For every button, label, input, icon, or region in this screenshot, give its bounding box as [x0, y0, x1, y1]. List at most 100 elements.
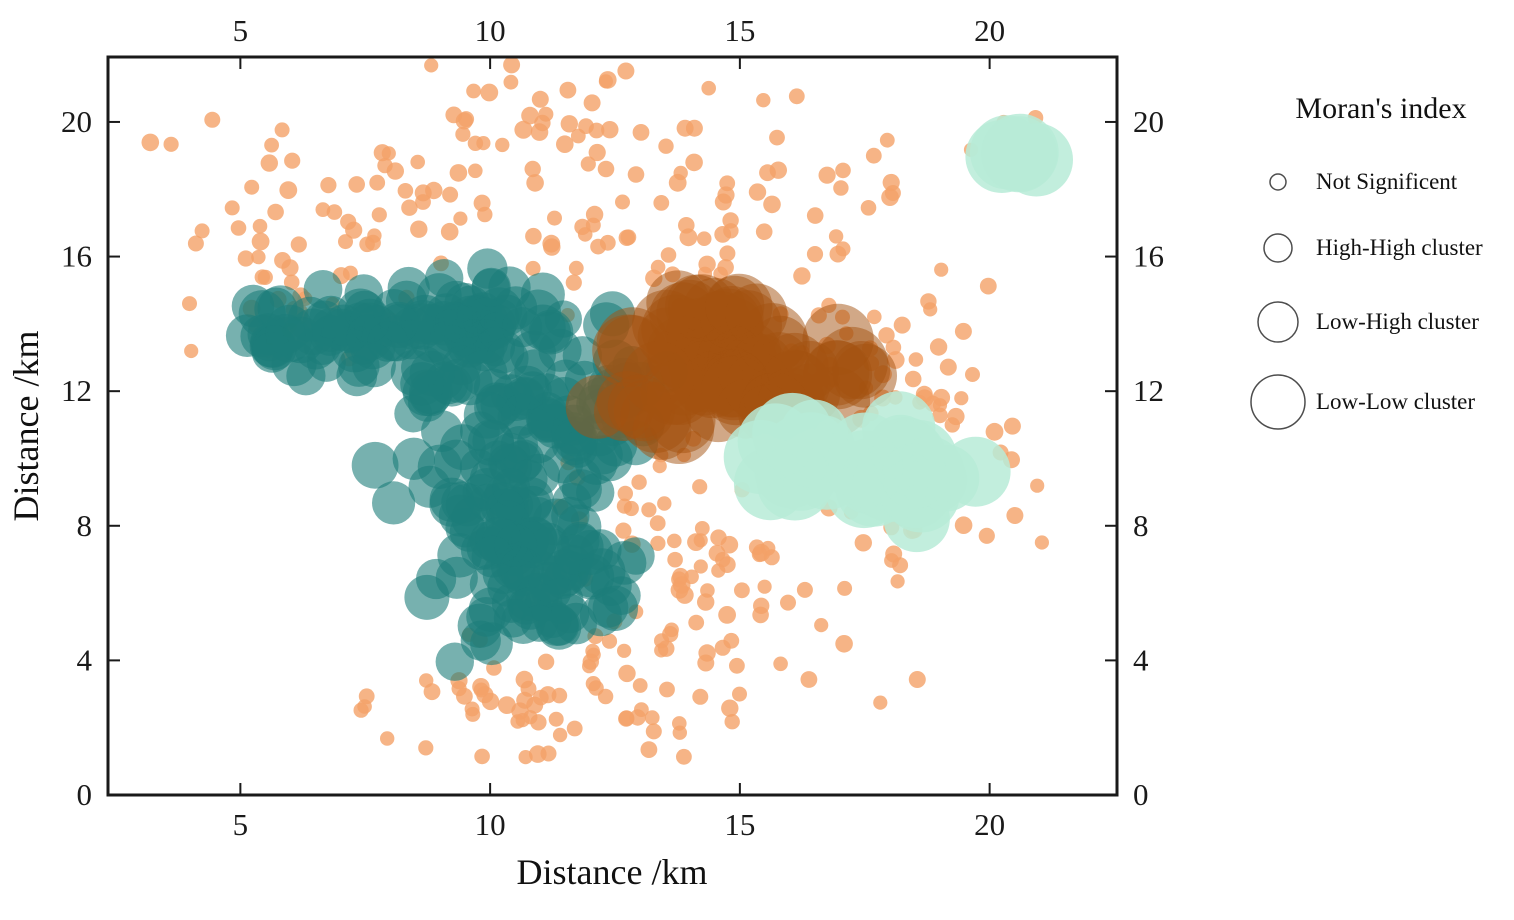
scatter-point: [653, 195, 670, 211]
legend-item-low-low: Low-Low cluster: [1248, 372, 1514, 432]
scatter-point: [627, 166, 645, 183]
scatter-point: [979, 277, 997, 295]
scatter-point: [698, 255, 716, 273]
scatter-point: [588, 143, 606, 162]
scatter-point: [351, 441, 399, 489]
scatter-point: [526, 174, 544, 192]
scatter-point: [644, 710, 660, 726]
scatter-point: [345, 221, 363, 239]
y-tick-label-right: 0: [1133, 777, 1149, 812]
scatter-point: [660, 247, 677, 263]
scatter-point: [521, 106, 539, 125]
scatter-point: [748, 183, 767, 201]
scatter-point: [718, 606, 736, 624]
scatter-point: [527, 398, 571, 441]
scatter-point: [237, 250, 254, 267]
scatter-point: [828, 229, 844, 244]
scatter-point: [525, 227, 542, 245]
scatter-point: [568, 260, 584, 276]
open-circle-icon: [1250, 374, 1306, 430]
scatter-point: [574, 218, 591, 235]
scatter-point: [615, 194, 630, 210]
scatter-point: [649, 515, 666, 532]
scatter-point: [879, 132, 895, 148]
legend-label: Low-Low cluster: [1316, 389, 1476, 414]
y-tick-label: 12: [61, 373, 92, 408]
scatter-point: [379, 303, 419, 343]
scatter-point: [835, 635, 853, 653]
x-tick-label: 15: [724, 807, 755, 842]
scatter-point: [672, 716, 687, 731]
scatter-point: [721, 699, 739, 717]
scatter-point: [566, 720, 583, 737]
scatter-point: [283, 274, 300, 291]
scatter-point: [492, 468, 531, 507]
scatter-point: [474, 748, 490, 765]
scatter-point: [498, 696, 516, 714]
scatter-point: [599, 71, 617, 89]
scatter-point: [538, 106, 554, 122]
scatter-point: [520, 272, 565, 317]
scatter-point: [537, 653, 555, 670]
scatter-point: [467, 248, 508, 289]
open-circle-icon: [1269, 173, 1287, 191]
scatter-point: [369, 174, 386, 191]
scatter-point: [670, 581, 689, 599]
scatter-point: [701, 80, 716, 96]
y-tick-label-right: 16: [1133, 239, 1164, 274]
scatter-point: [751, 546, 768, 563]
scatter-point: [923, 302, 938, 317]
scatter-point: [1003, 417, 1021, 435]
scatter-point: [380, 731, 395, 746]
y-tick-label-right: 4: [1133, 642, 1149, 677]
scatter-point: [548, 711, 564, 727]
scatter-point: [632, 678, 648, 693]
scatter-point: [284, 152, 301, 169]
scatter-point: [757, 579, 772, 594]
scatter-point: [456, 687, 473, 705]
scatter-point: [480, 83, 499, 102]
scatter-point: [904, 370, 922, 388]
scatter-point: [714, 193, 732, 211]
scatter-point: [532, 689, 549, 706]
scatter-point: [704, 275, 765, 336]
scatter-point: [508, 521, 555, 568]
scatter-point: [788, 88, 805, 105]
scatter-point: [466, 83, 481, 99]
scatter-point: [878, 327, 895, 344]
scatter-point: [954, 391, 969, 406]
legend-item-high-high: High-High cluster: [1248, 218, 1514, 278]
scatter-point: [860, 200, 877, 216]
scatter-point: [645, 723, 662, 740]
scatter-point: [410, 154, 426, 170]
scatter-point: [338, 234, 353, 250]
scatter-point: [400, 362, 444, 406]
scatter-point: [882, 173, 900, 192]
scatter-point: [435, 642, 474, 681]
scatter-point: [459, 448, 497, 486]
scatter-point: [264, 137, 279, 153]
scatter-point: [551, 687, 568, 704]
scatter-point: [668, 173, 687, 192]
scatter-point: [607, 374, 672, 439]
scatter-point: [981, 116, 1058, 193]
scatter-point: [854, 534, 872, 552]
scatter-point: [620, 229, 637, 246]
scatter-point: [582, 653, 599, 670]
scatter-point: [684, 569, 699, 585]
scatter-point: [800, 671, 818, 688]
scatter-point: [679, 228, 698, 247]
scatter-point: [939, 358, 957, 376]
scatter-point: [440, 222, 459, 241]
legend-item-low-high: Low-High cluster: [1248, 292, 1514, 352]
scatter-point: [719, 245, 736, 262]
scatter-point: [601, 121, 619, 139]
scatter-point: [503, 57, 521, 74]
scatter-point: [893, 316, 911, 334]
scatter-point: [560, 115, 578, 133]
scatter-point: [954, 322, 972, 340]
scatter-point: [468, 163, 483, 179]
scatter-point: [769, 129, 785, 146]
scatter-point: [473, 194, 491, 212]
